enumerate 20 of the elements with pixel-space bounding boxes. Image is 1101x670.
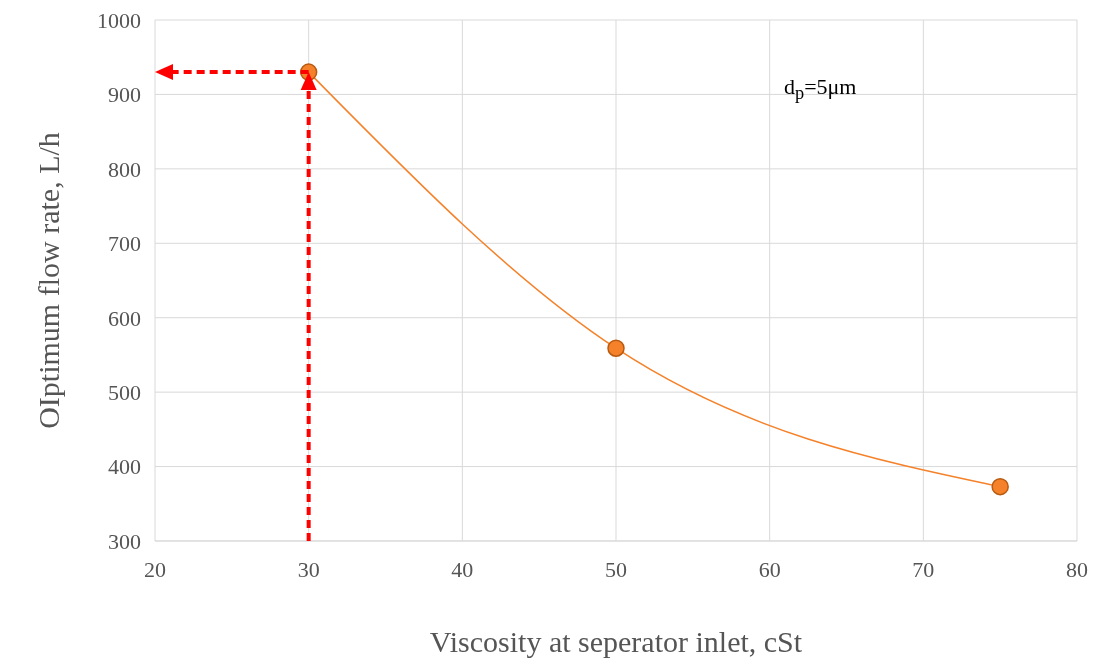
y-tick-label: 500 [108, 379, 141, 405]
y-tick-label: 300 [108, 528, 141, 554]
x-tick-label: 50 [605, 556, 627, 582]
y-tick-label: 600 [108, 305, 141, 331]
x-tick-label: 30 [297, 556, 320, 582]
point [991, 477, 1009, 496]
y-axis-title: OIptimum flow rate, L/h [31, 132, 65, 429]
y-tick-label: 800 [108, 156, 141, 182]
y-tick-label: 400 [108, 454, 141, 480]
y-tick-label: 1000 [97, 7, 141, 33]
x-axis-title: Viscosity at seperator inlet, cSt [429, 625, 803, 658]
x-tick-label: 20 [144, 556, 166, 582]
x-tick-label: 60 [758, 556, 781, 582]
y-tick-label: 900 [108, 82, 141, 108]
x-tick-label: 40 [451, 556, 474, 582]
x-tick-label: 80 [1066, 556, 1088, 582]
y-tick-label: 700 [108, 231, 141, 257]
x-tick-label: 70 [912, 556, 935, 582]
point [607, 339, 625, 357]
annotation: d$_{p}$=5μm [784, 74, 857, 105]
